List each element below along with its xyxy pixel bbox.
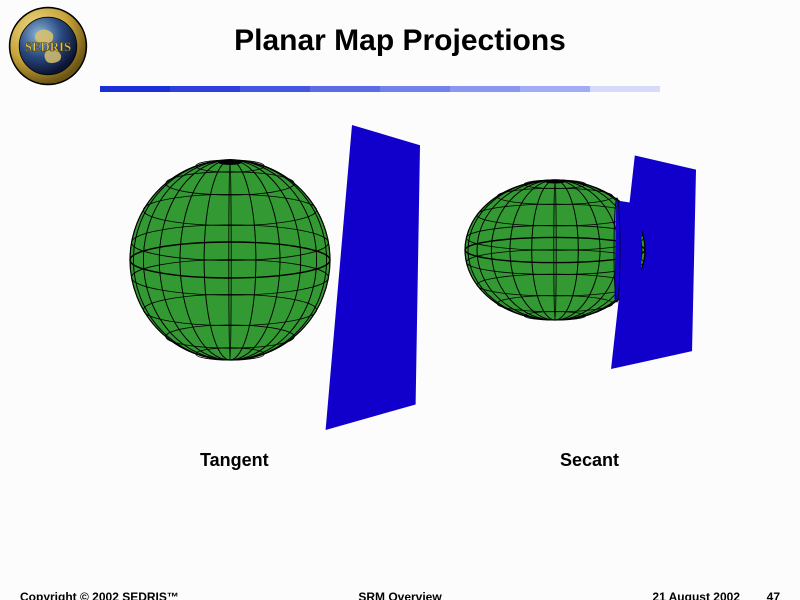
figure-tangent xyxy=(130,125,420,430)
slide-title: Planar Map Projections xyxy=(0,24,800,58)
divider-segment xyxy=(590,86,660,92)
slide: SEDRIS Planar Map Projections Tangent Se… xyxy=(0,0,800,600)
footer-date: 21 August 2002 xyxy=(652,590,740,600)
divider-segment xyxy=(450,86,520,92)
footer-page: 47 xyxy=(767,590,780,600)
divider-segment xyxy=(170,86,240,92)
figures-canvas xyxy=(0,120,800,480)
divider-segment xyxy=(310,86,380,92)
divider-segment xyxy=(240,86,310,92)
label-tangent: Tangent xyxy=(200,450,269,471)
divider-segment xyxy=(520,86,590,92)
divider-segment xyxy=(100,86,170,92)
title-divider xyxy=(100,86,660,92)
divider-segment xyxy=(380,86,450,92)
figure-secant xyxy=(465,156,696,370)
label-secant: Secant xyxy=(560,450,619,471)
